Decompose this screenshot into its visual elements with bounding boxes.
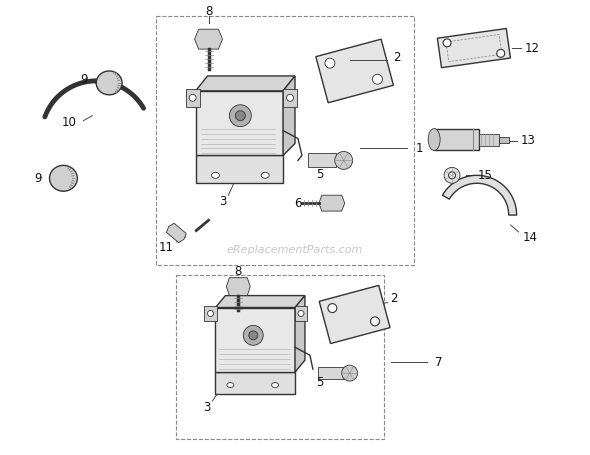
Bar <box>176 275 385 439</box>
Text: 7: 7 <box>435 356 443 369</box>
Ellipse shape <box>372 74 382 84</box>
Ellipse shape <box>208 310 214 317</box>
Bar <box>499 136 509 142</box>
Text: 11: 11 <box>158 241 173 254</box>
Text: 9: 9 <box>34 172 41 185</box>
Ellipse shape <box>189 94 196 101</box>
Text: eReplacementParts.com: eReplacementParts.com <box>227 245 363 255</box>
Bar <box>308 153 336 167</box>
Ellipse shape <box>371 317 379 326</box>
Bar <box>156 16 414 265</box>
Ellipse shape <box>444 167 460 183</box>
Ellipse shape <box>328 303 337 313</box>
Polygon shape <box>437 29 510 68</box>
Bar <box>196 91 283 156</box>
Bar <box>196 156 283 183</box>
Ellipse shape <box>243 325 263 345</box>
Text: 2: 2 <box>394 51 401 64</box>
Text: 3: 3 <box>203 401 210 415</box>
Bar <box>434 129 479 151</box>
Ellipse shape <box>96 71 122 95</box>
Ellipse shape <box>227 383 234 388</box>
Polygon shape <box>227 278 250 296</box>
Bar <box>295 305 307 321</box>
Ellipse shape <box>230 105 251 126</box>
Ellipse shape <box>497 50 504 57</box>
Text: 5: 5 <box>316 168 323 181</box>
Text: 8: 8 <box>205 5 212 18</box>
Ellipse shape <box>50 165 77 191</box>
Ellipse shape <box>335 152 353 169</box>
Polygon shape <box>295 296 305 372</box>
Polygon shape <box>319 195 345 211</box>
Text: 3: 3 <box>219 195 226 207</box>
Bar <box>204 305 218 321</box>
Bar <box>215 372 295 394</box>
Polygon shape <box>195 29 222 49</box>
Text: 9: 9 <box>81 73 88 86</box>
Ellipse shape <box>428 129 440 151</box>
Polygon shape <box>442 175 517 215</box>
Ellipse shape <box>271 383 278 388</box>
Polygon shape <box>316 39 394 103</box>
Text: 2: 2 <box>389 292 397 305</box>
Text: 14: 14 <box>523 232 538 244</box>
Polygon shape <box>196 76 295 91</box>
Bar <box>479 134 499 146</box>
Ellipse shape <box>448 172 455 179</box>
Bar <box>318 367 344 379</box>
Ellipse shape <box>249 331 258 340</box>
Text: 15: 15 <box>477 169 492 182</box>
Text: 8: 8 <box>235 265 242 278</box>
Text: 13: 13 <box>521 134 536 147</box>
Ellipse shape <box>325 58 335 68</box>
Ellipse shape <box>211 172 219 178</box>
Ellipse shape <box>443 39 451 47</box>
Polygon shape <box>283 76 295 156</box>
Bar <box>186 89 199 107</box>
Text: 10: 10 <box>62 116 77 129</box>
Bar <box>283 89 297 107</box>
Text: 12: 12 <box>525 41 540 55</box>
Text: 6: 6 <box>294 197 301 210</box>
Polygon shape <box>166 223 186 243</box>
Ellipse shape <box>298 310 304 317</box>
Ellipse shape <box>287 94 293 101</box>
Polygon shape <box>319 285 390 344</box>
Ellipse shape <box>342 365 358 381</box>
Ellipse shape <box>261 172 269 178</box>
Ellipse shape <box>235 111 245 121</box>
Bar <box>215 308 295 372</box>
Polygon shape <box>215 296 305 308</box>
Text: 1: 1 <box>415 142 423 155</box>
Text: 5: 5 <box>316 375 323 389</box>
